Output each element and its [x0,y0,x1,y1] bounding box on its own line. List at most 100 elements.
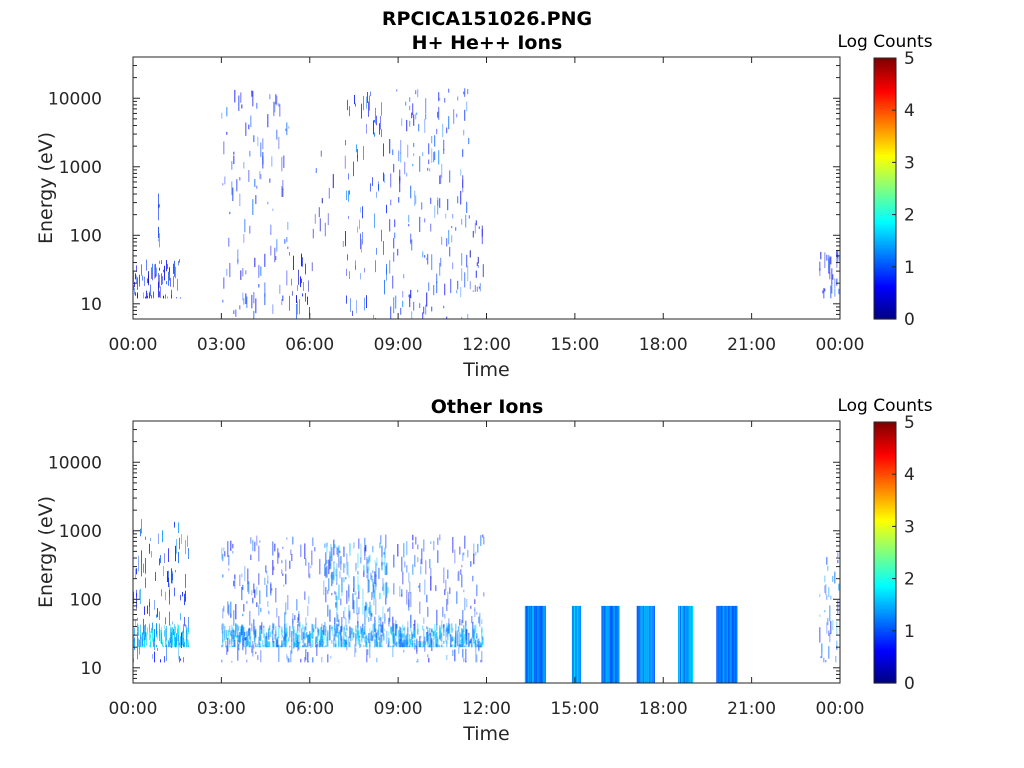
data-streak [412,640,414,648]
colorbar-swatch [874,153,896,157]
data-streak [285,559,287,572]
colorbar-swatch [874,216,896,220]
data-column [541,605,543,683]
data-streak [455,623,457,639]
data-streak [250,537,252,544]
data-streak [370,91,371,97]
data-streak [287,221,289,230]
data-column [733,605,735,683]
data-streak [141,519,142,534]
colorbar-swatch [874,295,896,298]
data-streak [426,594,428,603]
x-tick-label: 03:00 [197,699,246,719]
data-streak [463,627,465,638]
colorbar-swatch [874,158,896,161]
data-streak [249,225,251,234]
data-streak [230,613,232,618]
data-streak [150,635,151,638]
data-streak [439,175,441,185]
colorbar-swatch [874,301,896,305]
data-streak [250,554,252,560]
colorbar-swatch [874,260,896,264]
data-streak [481,628,483,633]
data-streak [249,630,251,636]
colorbar-swatch [874,600,896,604]
data-streak [330,655,332,659]
data-streak [232,550,234,554]
colorbar-swatch [874,652,896,656]
data-streak [320,632,322,647]
data-streak [312,639,314,648]
data-streak [822,290,824,294]
data-streak [145,558,146,574]
data-streak [222,608,224,619]
data-streak [297,624,299,631]
data-streak [477,256,479,264]
colorbar-swatch [874,81,896,85]
data-streak [374,571,376,584]
data-streak [173,276,174,288]
data-streak [400,152,402,163]
data-streak [186,634,187,648]
colorbar-swatch [874,617,896,621]
data-column [734,605,736,683]
data-streak [389,606,391,622]
data-streak [282,634,284,638]
data-streak [338,545,340,552]
data-streak [324,543,326,548]
data-streak [457,572,459,581]
data-streak [222,183,224,186]
data-streak [435,644,437,648]
data-streak [260,646,262,648]
y-axis-label: Energy (eV) [35,496,57,608]
x-tick-label: 03:00 [197,335,246,355]
panel-title: H+ He++ Ions [412,32,563,54]
data-streak [161,273,162,286]
data-column [653,605,655,683]
data-streak [297,301,298,315]
data-streak [248,581,250,594]
data-streak [302,632,304,644]
data-streak [335,568,337,577]
data-streak [357,571,359,575]
data-streak [477,641,479,646]
data-streak [359,219,360,230]
data-streak [256,586,258,596]
data-streak [383,636,385,642]
y-axis-label: Energy (eV) [35,132,57,244]
data-streak [307,635,309,644]
data-streak [435,585,437,592]
data-streak [827,618,829,626]
data-streak [446,627,448,632]
data-streak [304,591,306,600]
data-streak [451,636,453,643]
data-streak [345,577,347,580]
data-streak [474,609,476,617]
data-streak [340,560,342,571]
data-streak [330,574,332,579]
data-streak [270,245,272,256]
data-streak [398,630,400,645]
data-streak [345,140,346,146]
data-column [717,605,719,683]
colorbar-swatch [874,441,896,445]
data-streak [182,631,183,646]
data-streak [307,652,309,663]
data-streak [324,626,326,641]
data-streak [452,537,454,553]
data-streak [401,556,403,572]
data-streak [304,626,306,632]
data-column [637,605,639,683]
data-streak [412,534,414,541]
data-streak [247,581,249,592]
colorbar-swatch [874,131,896,135]
data-streak [334,624,336,630]
data-streak [461,268,463,281]
data-column [616,605,618,683]
data-streak [446,623,448,630]
data-streak [269,625,271,631]
data-streak [366,574,368,579]
data-streak [176,297,177,299]
data-column [652,605,654,683]
